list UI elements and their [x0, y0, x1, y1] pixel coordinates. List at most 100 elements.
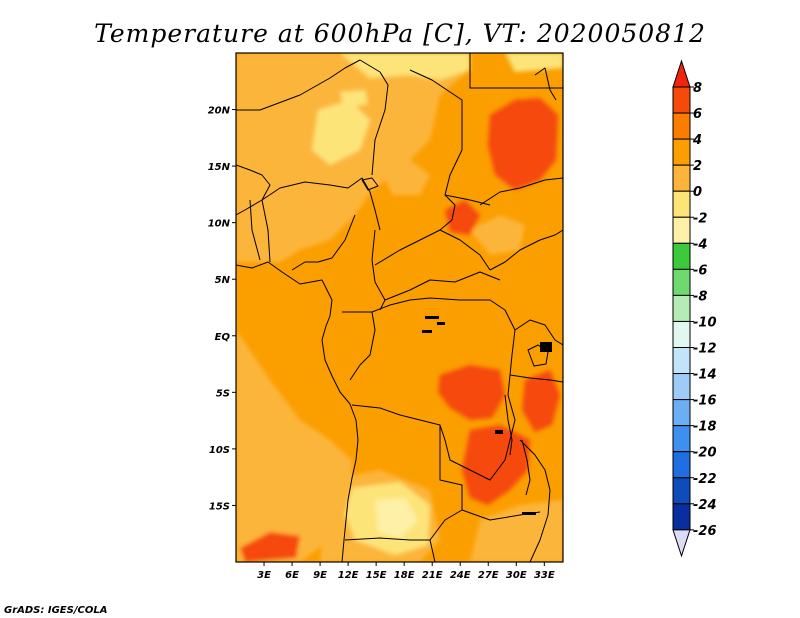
colorbar-swatch	[672, 373, 691, 401]
colorbar-tick-label: -6	[693, 263, 707, 278]
lon-tick-label: 9E	[313, 570, 327, 581]
coastline-west-africa	[236, 261, 359, 562]
colorbar-tick-label: -4	[693, 237, 707, 252]
lon-tick-label: 6E	[285, 570, 299, 581]
border-drc-north	[371, 297, 506, 313]
border-drc-south	[351, 404, 506, 481]
longitude-axis: 3E 6E 9E 12E 15E 18E 21E 24E 27E 30E 33E	[257, 562, 555, 581]
field-0-2-west-coast	[236, 330, 352, 562]
lat-tick-label: 5S	[216, 388, 230, 399]
border-mozambique	[519, 439, 551, 562]
colorbar-swatch	[672, 399, 691, 427]
map-frame	[235, 52, 564, 563]
colorbar-swatch	[672, 347, 691, 375]
border-ethiopia-sudan	[479, 177, 563, 206]
border-south-sudan-east	[489, 229, 563, 271]
water-patch	[522, 512, 536, 515]
border-nigeria-cameroon	[291, 214, 356, 271]
colorbar-tick-label: 2	[693, 159, 702, 174]
lon-tick-label: 27E	[478, 570, 499, 581]
border-gabon-congo	[342, 311, 376, 381]
border-sudan-south	[444, 194, 491, 206]
colorbar-tick-label: -20	[693, 446, 717, 461]
colorbar-swatch	[672, 425, 691, 453]
colorbar-tick-label: -2	[693, 211, 707, 226]
country-borders	[236, 53, 563, 562]
border-egypt-sudan	[469, 53, 563, 89]
colorbar-tick-label: -12	[693, 342, 717, 357]
lat-tick-label: 15N	[208, 162, 231, 173]
colorbar-swatch	[672, 216, 691, 244]
grads-credit: GrADS: IGES/COLA	[4, 605, 107, 616]
field-4-6-zambia	[462, 425, 530, 505]
colorbar-swatch	[672, 320, 691, 349]
lon-tick-label: 15E	[366, 570, 387, 581]
colorbar-swatch	[672, 477, 691, 505]
border-benin-togo	[249, 199, 271, 263]
lon-tick-label: 18E	[394, 570, 415, 581]
colorbar-swatch	[672, 268, 691, 296]
lon-tick-label: 12E	[338, 570, 359, 581]
water-patch	[425, 316, 439, 319]
field-minus4-minus2-south	[375, 498, 418, 538]
colorbar-tick-label: 4	[692, 133, 702, 148]
field-minus2-0-ne	[505, 53, 563, 72]
lake-chad	[361, 177, 379, 191]
lon-tick-label: 21E	[422, 570, 443, 581]
colorbar-tick-label: -22	[693, 472, 717, 487]
lat-tick-label: EQ	[215, 332, 231, 343]
field-minus2-0-sahara-2	[340, 90, 368, 108]
field-0-2-patch-a	[380, 160, 430, 195]
field-4-6-angola-coast	[240, 532, 300, 562]
colorbar-tick-label: 8	[693, 81, 702, 96]
colorbar-swatch	[672, 451, 691, 479]
border-tanzania	[509, 374, 563, 383]
field-0-2-patch-b	[470, 215, 525, 255]
latitude-axis: 20N 15N 10N 5N EQ 5S 10S 15S	[208, 106, 236, 512]
water-patch	[540, 342, 552, 352]
border-uganda-kenya	[514, 319, 563, 346]
border-north-mali-algeria	[236, 59, 389, 176]
water-patch	[422, 330, 432, 333]
colorbar-tick-label: 6	[693, 107, 702, 122]
colorbar-tick-label: -24	[693, 498, 717, 513]
colorbar-tick-label: 0	[693, 185, 702, 200]
colorbar-tick-label: -16	[693, 394, 717, 409]
field-0-2-north	[236, 53, 470, 262]
colorbar-swatch	[672, 138, 691, 166]
colorbar-bottom-arrow	[672, 529, 691, 558]
colorbar-swatch	[672, 294, 691, 322]
field-minus2-0-north	[340, 53, 470, 80]
colorbar-swatch	[672, 164, 691, 192]
border-chad-sudan	[439, 149, 463, 231]
colorbar-swatch	[672, 190, 691, 218]
colorbar-swatch	[672, 503, 691, 531]
lat-tick-label: 10N	[208, 219, 231, 230]
small-water-bodies	[422, 316, 552, 515]
colorbar: 8 6 4 2 0 -2 -4 -6 -8 -10 -12 -14 -16 -18 -20 -22 -24 -26	[672, 59, 717, 558]
lon-tick-label: 30E	[506, 570, 527, 581]
field-0-2-southeast	[470, 500, 563, 562]
border-namibia	[344, 537, 430, 541]
field-4-6-ethiopia	[488, 98, 558, 190]
field-4-6-east-africa	[522, 370, 560, 432]
lon-tick-label: 33E	[534, 570, 555, 581]
colorbar-swatch	[672, 242, 691, 270]
colorbar-tick-label: -18	[693, 420, 717, 435]
lake-malawi	[521, 439, 531, 496]
colorbar-tick-label: -10	[693, 315, 717, 330]
colorbar-swatch	[672, 86, 691, 114]
lat-tick-label: 5N	[215, 275, 231, 286]
water-patch	[437, 322, 445, 325]
field-4-6-congo-basin	[438, 365, 505, 420]
colorbar-swatch	[672, 112, 691, 140]
border-niger-nigeria	[261, 177, 381, 231]
temperature-map	[236, 53, 563, 562]
lon-tick-label: 24E	[450, 570, 471, 581]
border-cameroon-car	[371, 229, 386, 311]
colorbar-tick-label: -26	[693, 524, 717, 539]
lat-tick-label: 15S	[209, 501, 230, 512]
border-mali-niger	[236, 164, 271, 216]
water-patch	[495, 430, 503, 434]
colorbar-top-arrow	[672, 59, 691, 88]
